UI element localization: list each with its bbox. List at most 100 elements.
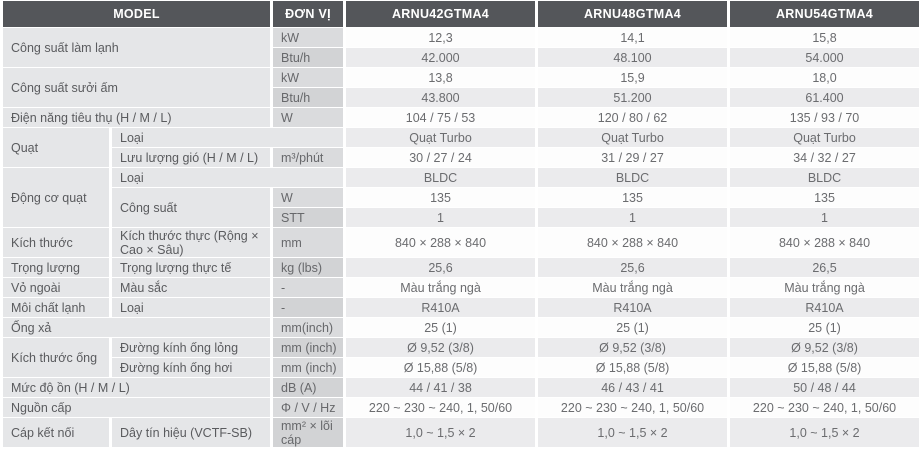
spec-value: 14,1 [538, 28, 728, 47]
spec-subcategory: Kích thước thực (Rộng × Cao × Sâu) [112, 228, 271, 257]
spec-unit: - [273, 278, 344, 297]
header-model-3: ARNU54GTMA4 [730, 1, 920, 27]
spec-value: 25,6 [346, 258, 536, 277]
spec-category: Nguồn cấp [3, 398, 271, 417]
spec-unit: mm(inch) [273, 318, 344, 337]
spec-category: Quạt [3, 128, 109, 167]
spec-subcategory: Dây tín hiệu (VCTF-SB) [112, 418, 271, 447]
spec-value: Màu trắng ngà [730, 278, 920, 297]
spec-value: 135 / 93 / 70 [730, 108, 920, 127]
spec-value: Ø 9,52 (3/8) [538, 338, 728, 357]
spec-value: BLDC [346, 168, 536, 187]
spec-value: Quạt Turbo [538, 128, 728, 147]
row-power-consumption: Điện năng tiêu thụ (H / M / L) W 104 / 7… [3, 108, 920, 127]
spec-value: Ø 9,52 (3/8) [730, 338, 920, 357]
spec-value: 30 / 27 / 24 [346, 148, 536, 167]
row-heating-kw: Công suất sưởi ấm kW 13,8 15,9 18,0 [3, 68, 920, 107]
spec-unit: kW [273, 28, 344, 47]
spec-value: 26,5 [730, 258, 920, 277]
row-airflow: Lưu lượng gió (H / M / L) m³/phút 30 / 2… [3, 148, 920, 167]
spec-category: Điện năng tiêu thụ (H / M / L) [3, 108, 271, 127]
spec-unit: W [273, 188, 344, 207]
row-noise-level: Mức độ ồn (H / M / L) dB (A) 44 / 41 / 3… [3, 378, 920, 397]
spec-subcategory: Màu sắc [112, 278, 271, 297]
spec-unit: kg (lbs) [273, 258, 344, 277]
spec-value: Ø 15,88 (5/8) [346, 358, 536, 377]
spec-unit: - [273, 298, 344, 317]
spec-unit: dB (A) [273, 378, 344, 397]
row-gas-pipe: Đường kính ống hơi mm (inch) Ø 15,88 (5/… [3, 358, 920, 377]
spec-value: Ø 15,88 (5/8) [730, 358, 920, 377]
spec-category: Trọng lượng [3, 258, 109, 277]
spec-value: 840 × 288 × 840 [346, 228, 536, 257]
spec-subcategory: Trọng lượng thực tế [112, 258, 271, 277]
spec-subcategory: Đường kính ống hơi [112, 358, 271, 377]
spec-value: 1 [346, 208, 536, 227]
spec-value: 120 / 80 / 62 [538, 108, 728, 127]
spec-unit: kW [273, 68, 344, 87]
spec-value: BLDC [730, 168, 920, 187]
spec-subcategory: Loại [112, 168, 344, 187]
spec-value: 1,0 ~ 1,5 × 2 [730, 418, 920, 447]
spec-value: 135 [538, 188, 728, 207]
row-motor-power-w: Công suất W 135 135 135 [3, 188, 920, 227]
row-power-supply: Nguồn cấp Φ / V / Hz 220 ~ 230 ~ 240, 1,… [3, 398, 920, 417]
spec-value: R410A [730, 298, 920, 317]
row-connection-cable: Cáp kết nối Dây tín hiệu (VCTF-SB) mm² ×… [3, 418, 920, 447]
spec-value: 104 / 75 / 53 [346, 108, 536, 127]
spec-unit: W [273, 108, 344, 127]
row-casing-color: Vỏ ngoài Màu sắc - Màu trắng ngà Màu trắ… [3, 278, 920, 297]
header-model: MODEL [3, 1, 271, 27]
row-weight: Trọng lượng Trọng lượng thực tế kg (lbs)… [3, 258, 920, 277]
spec-value: 840 × 288 × 840 [730, 228, 920, 257]
row-liquid-pipe: Kích thước ống Đường kính ống lỏng mm (i… [3, 338, 920, 377]
spec-value: 25,6 [538, 258, 728, 277]
header-model-2: ARNU48GTMA4 [538, 1, 728, 27]
row-fan-type: Quạt Loại Quạt Turbo Quạt Turbo Quạt Tur… [3, 128, 920, 167]
spec-value: 15,8 [730, 28, 920, 47]
header-row: MODEL ĐƠN VỊ ARNU42GTMA4 ARNU48GTMA4 ARN… [3, 1, 920, 27]
spec-value: 220 ~ 230 ~ 240, 1, 50/60 [346, 398, 536, 417]
spec-value: 48.100 [538, 48, 728, 67]
spec-value: Màu trắng ngà [538, 278, 728, 297]
row-heating-btu: Btu/h 43.800 51.200 61.400 [3, 88, 920, 107]
row-cooling-btu: Btu/h 42.000 48.100 54.000 [3, 48, 920, 67]
spec-unit: m³/phút [273, 148, 344, 167]
spec-value: 51.200 [538, 88, 728, 107]
spec-value: R410A [346, 298, 536, 317]
spec-value: R410A [538, 298, 728, 317]
spec-value: Quạt Turbo [730, 128, 920, 147]
header-unit: ĐƠN VỊ [273, 1, 344, 27]
spec-value: 1,0 ~ 1,5 × 2 [538, 418, 728, 447]
spec-unit: mm [273, 228, 344, 257]
spec-unit: mm (inch) [273, 358, 344, 377]
spec-value: 25 (1) [346, 318, 536, 337]
spec-value: 18,0 [730, 68, 920, 87]
spec-category: Động cơ quạt [3, 168, 109, 227]
spec-value: 220 ~ 230 ~ 240, 1, 50/60 [730, 398, 920, 417]
spec-category: Môi chất lạnh [3, 298, 109, 317]
spec-value: 135 [346, 188, 536, 207]
row-motor-type: Động cơ quạt Loại BLDC BLDC BLDC [3, 168, 920, 227]
spec-category: Kích thước ống [3, 338, 109, 377]
spec-value: 31 / 29 / 27 [538, 148, 728, 167]
spec-value: 25 (1) [538, 318, 728, 337]
spec-subcategory: Công suất [112, 188, 271, 227]
spec-value: 42.000 [346, 48, 536, 67]
spec-value: Quạt Turbo [346, 128, 536, 147]
spec-value: 1 [538, 208, 728, 227]
spec-unit: Btu/h [273, 48, 344, 67]
row-drain-pipe: Ống xả mm(inch) 25 (1) 25 (1) 25 (1) [3, 318, 920, 337]
spec-value: 220 ~ 230 ~ 240, 1, 50/60 [538, 398, 728, 417]
spec-category: Ống xả [3, 318, 271, 337]
row-dimensions: Kích thước Kích thước thực (Rộng × Cao ×… [3, 228, 920, 257]
row-cooling-kw: Công suất làm lạnh kW 12,3 14,1 15,8 [3, 28, 920, 67]
spec-category: Công suất làm lạnh [3, 28, 271, 67]
spec-value: 13,8 [346, 68, 536, 87]
spec-category: Mức độ ồn (H / M / L) [3, 378, 271, 397]
row-motor-power-stt: STT 1 1 1 [3, 208, 920, 227]
spec-value: 15,9 [538, 68, 728, 87]
spec-category: Kích thước [3, 228, 109, 257]
